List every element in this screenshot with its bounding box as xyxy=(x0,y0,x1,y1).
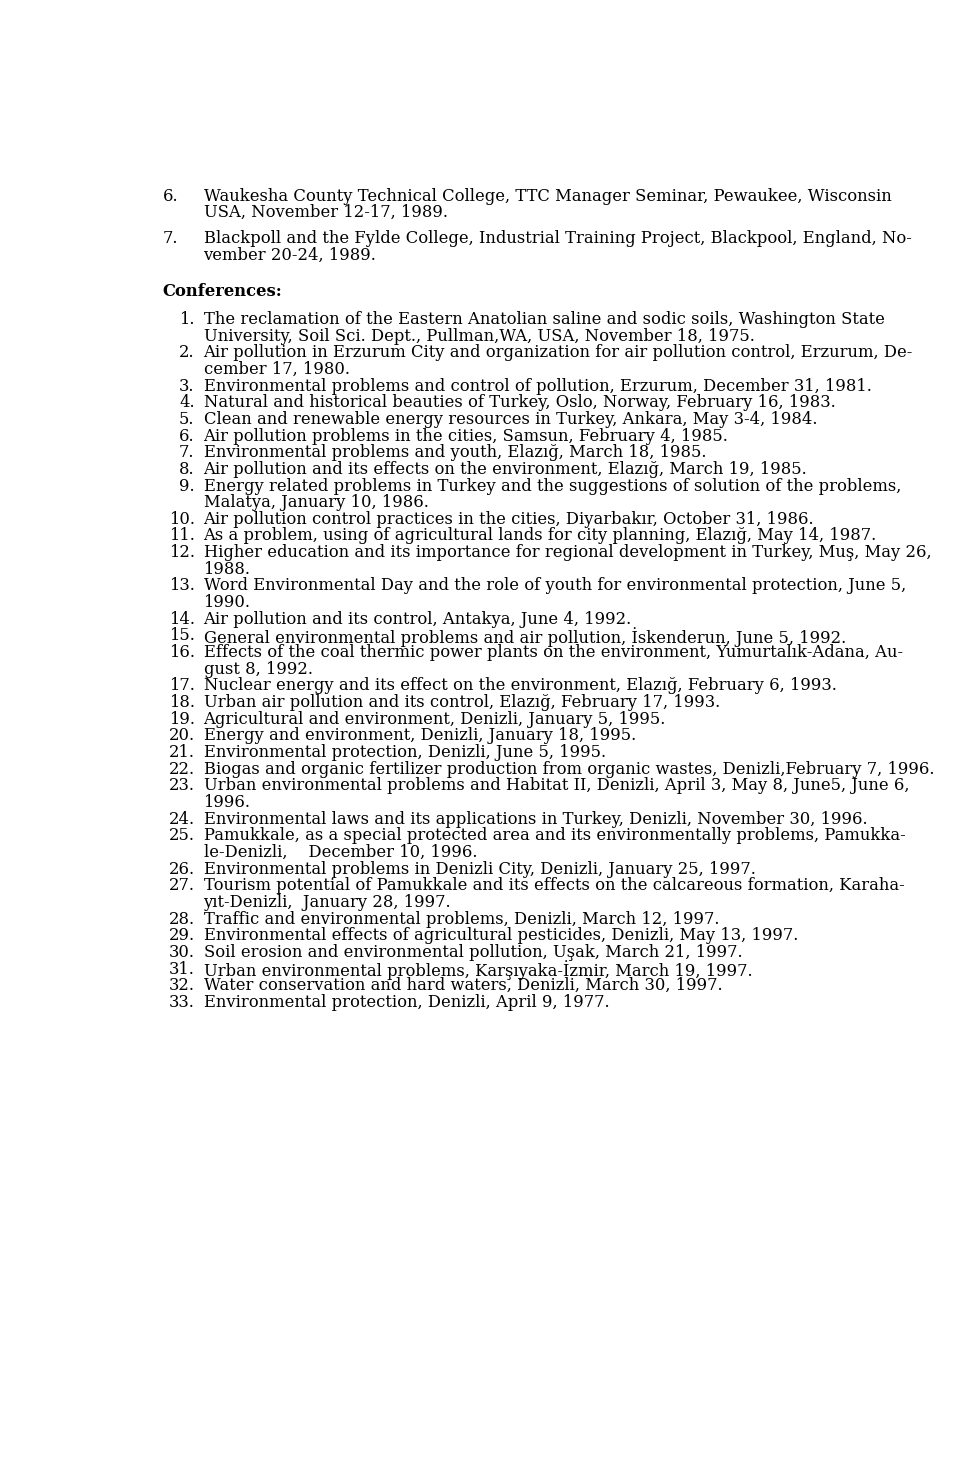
Text: 3.: 3. xyxy=(180,377,195,395)
Text: 24.: 24. xyxy=(169,811,195,828)
Text: 19.: 19. xyxy=(169,710,195,728)
Text: Blackpoll and the Fylde College, Industrial Training Project, Blackpool, England: Blackpoll and the Fylde College, Industr… xyxy=(204,230,911,248)
Text: 13.: 13. xyxy=(169,578,195,594)
Text: 30.: 30. xyxy=(169,943,195,961)
Text: 6.: 6. xyxy=(179,427,195,445)
Text: 17.: 17. xyxy=(169,678,195,694)
Text: Environmental effects of agricultural pesticides, Denizli, May 13, 1997.: Environmental effects of agricultural pe… xyxy=(204,927,798,945)
Text: 28.: 28. xyxy=(169,911,195,927)
Text: The reclamation of the Eastern Anatolian saline and sodic soils, Washington Stat: The reclamation of the Eastern Anatolian… xyxy=(204,311,884,327)
Text: Environmental protection, Denizli, April 9, 1977.: Environmental protection, Denizli, April… xyxy=(204,993,610,1011)
Text: Environmental problems in Denizli City, Denizli, January 25, 1997.: Environmental problems in Denizli City, … xyxy=(204,861,756,877)
Text: Agricultural and environment, Denizli, January 5, 1995.: Agricultural and environment, Denizli, J… xyxy=(204,710,666,728)
Text: Pamukkale, as a special protected area and its environmentally problems, Pamukka: Pamukkale, as a special protected area a… xyxy=(204,827,905,845)
Text: 1990.: 1990. xyxy=(204,594,251,612)
Text: University, Soil Sci. Dept., Pullman,WA, USA, November 18, 1975.: University, Soil Sci. Dept., Pullman,WA,… xyxy=(204,327,755,345)
Text: Soil erosion and environmental pollution, Uşak, March 21, 1997.: Soil erosion and environmental pollution… xyxy=(204,943,742,961)
Text: 12.: 12. xyxy=(169,544,195,562)
Text: 11.: 11. xyxy=(169,528,195,544)
Text: 27.: 27. xyxy=(169,877,195,895)
Text: 6.: 6. xyxy=(162,187,179,205)
Text: 31.: 31. xyxy=(169,961,195,977)
Text: le-Denizli,    December 10, 1996.: le-Denizli, December 10, 1996. xyxy=(204,845,477,861)
Text: As a problem, using of agricultural lands for city planning, Elazığ, May 14, 198: As a problem, using of agricultural land… xyxy=(204,528,876,544)
Text: Energy and environment, Denizli, January 18, 1995.: Energy and environment, Denizli, January… xyxy=(204,727,636,744)
Text: Air pollution and its control, Antakya, June 4, 1992.: Air pollution and its control, Antakya, … xyxy=(204,610,632,628)
Text: Urban environmental problems, Karşıyaka-İzmir, March 19, 1997.: Urban environmental problems, Karşıyaka-… xyxy=(204,961,753,980)
Text: 15.: 15. xyxy=(169,628,195,644)
Text: Biogas and organic fertilizer production from organic wastes, Denizli,February 7: Biogas and organic fertilizer production… xyxy=(204,761,934,778)
Text: 29.: 29. xyxy=(169,927,195,945)
Text: Waukesha County Technical College, TTC Manager Seminar, Pewaukee, Wisconsin: Waukesha County Technical College, TTC M… xyxy=(204,187,891,205)
Text: USA, November 12-17, 1989.: USA, November 12-17, 1989. xyxy=(204,205,447,221)
Text: 33.: 33. xyxy=(169,993,195,1011)
Text: 1996.: 1996. xyxy=(204,794,251,811)
Text: Tourism potential of Pamukkale and its effects on the calcareous formation, Kara: Tourism potential of Pamukkale and its e… xyxy=(204,877,904,895)
Text: Word Environmental Day and the role of youth for environmental protection, June : Word Environmental Day and the role of y… xyxy=(204,578,906,594)
Text: Air pollution in Erzurum City and organization for air pollution control, Erzuru: Air pollution in Erzurum City and organi… xyxy=(204,345,913,361)
Text: Environmental protection, Denizli, June 5, 1995.: Environmental protection, Denizli, June … xyxy=(204,744,606,761)
Text: 22.: 22. xyxy=(169,761,195,778)
Text: 16.: 16. xyxy=(169,644,195,660)
Text: Conferences:: Conferences: xyxy=(162,283,282,299)
Text: Water conservation and hard waters, Denizli, March 30, 1997.: Water conservation and hard waters, Deni… xyxy=(204,977,722,995)
Text: Malatya, January 10, 1986.: Malatya, January 10, 1986. xyxy=(204,494,428,511)
Text: 32.: 32. xyxy=(169,977,195,995)
Text: Clean and renewable energy resources in Turkey, Ankara, May 3-4, 1984.: Clean and renewable energy resources in … xyxy=(204,411,817,427)
Text: 18.: 18. xyxy=(169,694,195,710)
Text: 25.: 25. xyxy=(169,827,195,845)
Text: 1.: 1. xyxy=(180,311,195,327)
Text: gust 8, 1992.: gust 8, 1992. xyxy=(204,660,313,678)
Text: Environmental problems and youth, Elazığ, March 18, 1985.: Environmental problems and youth, Elazığ… xyxy=(204,444,706,461)
Text: Energy related problems in Turkey and the suggestions of solution of the problem: Energy related problems in Turkey and th… xyxy=(204,478,900,494)
Text: 10.: 10. xyxy=(169,511,195,528)
Text: Urban air pollution and its control, Elazığ, February 17, 1993.: Urban air pollution and its control, Ela… xyxy=(204,694,720,710)
Text: Air pollution problems in the cities, Samsun, February 4, 1985.: Air pollution problems in the cities, Sa… xyxy=(204,427,729,445)
Text: 20.: 20. xyxy=(169,727,195,744)
Text: 26.: 26. xyxy=(169,861,195,877)
Text: 5.: 5. xyxy=(180,411,195,427)
Text: Natural and historical beauties of Turkey, Oslo, Norway, February 16, 1983.: Natural and historical beauties of Turke… xyxy=(204,394,835,411)
Text: vember 20-24, 1989.: vember 20-24, 1989. xyxy=(204,246,376,264)
Text: 21.: 21. xyxy=(169,744,195,761)
Text: Higher education and its importance for regional development in Turkey, Muş, May: Higher education and its importance for … xyxy=(204,544,931,562)
Text: Air pollution control practices in the cities, Diyarbakır, October 31, 1986.: Air pollution control practices in the c… xyxy=(204,511,814,528)
Text: 7.: 7. xyxy=(162,230,179,248)
Text: Air pollution and its effects on the environment, Elazığ, March 19, 1985.: Air pollution and its effects on the env… xyxy=(204,461,807,478)
Text: Traffic and environmental problems, Denizli, March 12, 1997.: Traffic and environmental problems, Deni… xyxy=(204,911,719,927)
Text: 1988.: 1988. xyxy=(204,560,251,578)
Text: 14.: 14. xyxy=(169,610,195,628)
Text: Environmental laws and its applications in Turkey, Denizli, November 30, 1996.: Environmental laws and its applications … xyxy=(204,811,867,828)
Text: Nuclear energy and its effect on the environment, Elazığ, February 6, 1993.: Nuclear energy and its effect on the env… xyxy=(204,678,836,694)
Text: Effects of the coal thermic power plants on the environment, Yumurtalık-Adana, A: Effects of the coal thermic power plants… xyxy=(204,644,902,660)
Text: yıt-Denizli,  January 28, 1997.: yıt-Denizli, January 28, 1997. xyxy=(204,893,451,911)
Text: Environmental problems and control of pollution, Erzurum, December 31, 1981.: Environmental problems and control of po… xyxy=(204,377,872,395)
Text: 7.: 7. xyxy=(180,444,195,461)
Text: 9.: 9. xyxy=(179,478,195,494)
Text: 2.: 2. xyxy=(179,345,195,361)
Text: 8.: 8. xyxy=(179,461,195,478)
Text: 4.: 4. xyxy=(179,394,195,411)
Text: Urban environmental problems and Habitat II, Denizli, April 3, May 8, June5, Jun: Urban environmental problems and Habitat… xyxy=(204,777,909,794)
Text: General environmental problems and air pollution, İskenderun, June 5, 1992.: General environmental problems and air p… xyxy=(204,628,846,647)
Text: cember 17, 1980.: cember 17, 1980. xyxy=(204,361,349,377)
Text: 23.: 23. xyxy=(169,777,195,794)
